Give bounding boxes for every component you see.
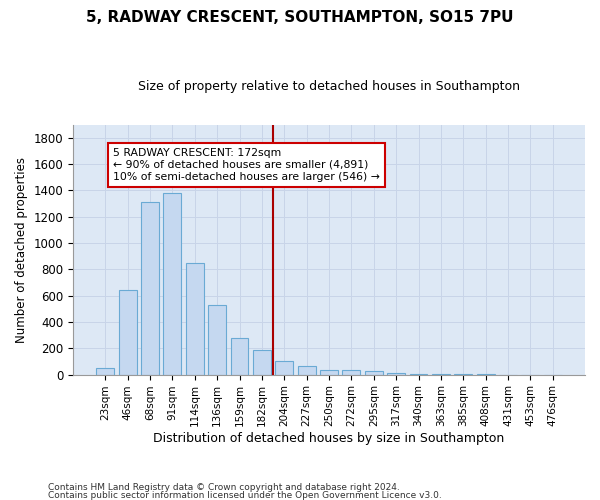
- Text: 5 RADWAY CRESCENT: 172sqm
← 90% of detached houses are smaller (4,891)
10% of se: 5 RADWAY CRESCENT: 172sqm ← 90% of detac…: [113, 148, 380, 182]
- Bar: [298, 366, 316, 374]
- Bar: [320, 370, 338, 374]
- Y-axis label: Number of detached properties: Number of detached properties: [15, 156, 28, 342]
- Bar: [141, 202, 159, 374]
- Bar: [253, 350, 271, 374]
- Bar: [163, 193, 181, 374]
- Text: 5, RADWAY CRESCENT, SOUTHAMPTON, SO15 7PU: 5, RADWAY CRESCENT, SOUTHAMPTON, SO15 7P…: [86, 10, 514, 25]
- Bar: [119, 290, 137, 374]
- Bar: [208, 305, 226, 374]
- Bar: [365, 371, 383, 374]
- Bar: [230, 338, 248, 374]
- Text: Contains HM Land Registry data © Crown copyright and database right 2024.: Contains HM Land Registry data © Crown c…: [48, 484, 400, 492]
- Bar: [343, 370, 361, 374]
- Bar: [387, 372, 405, 374]
- Title: Size of property relative to detached houses in Southampton: Size of property relative to detached ho…: [138, 80, 520, 93]
- Bar: [186, 263, 204, 374]
- Bar: [275, 361, 293, 374]
- X-axis label: Distribution of detached houses by size in Southampton: Distribution of detached houses by size …: [154, 432, 505, 445]
- Bar: [96, 368, 114, 374]
- Text: Contains public sector information licensed under the Open Government Licence v3: Contains public sector information licen…: [48, 490, 442, 500]
